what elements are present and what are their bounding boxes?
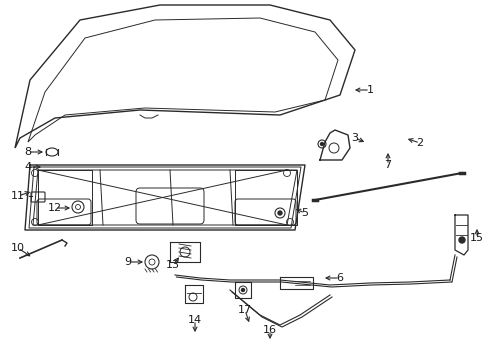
Circle shape — [458, 237, 464, 243]
Text: 12: 12 — [48, 203, 62, 213]
Text: 14: 14 — [187, 315, 202, 325]
Circle shape — [320, 143, 323, 145]
Text: 10: 10 — [11, 243, 25, 253]
Circle shape — [241, 288, 244, 292]
Text: 11: 11 — [11, 191, 25, 201]
Text: 4: 4 — [24, 162, 32, 172]
Text: 15: 15 — [469, 233, 483, 243]
Text: 6: 6 — [336, 273, 343, 283]
Text: 2: 2 — [416, 138, 423, 148]
Text: 3: 3 — [351, 133, 358, 143]
Text: 8: 8 — [24, 147, 32, 157]
Text: 1: 1 — [366, 85, 373, 95]
Text: 9: 9 — [124, 257, 131, 267]
Text: 7: 7 — [384, 160, 391, 170]
Text: 17: 17 — [238, 305, 251, 315]
Text: 5: 5 — [301, 208, 308, 218]
Text: 13: 13 — [165, 260, 180, 270]
Circle shape — [278, 211, 282, 215]
Text: 16: 16 — [263, 325, 276, 335]
